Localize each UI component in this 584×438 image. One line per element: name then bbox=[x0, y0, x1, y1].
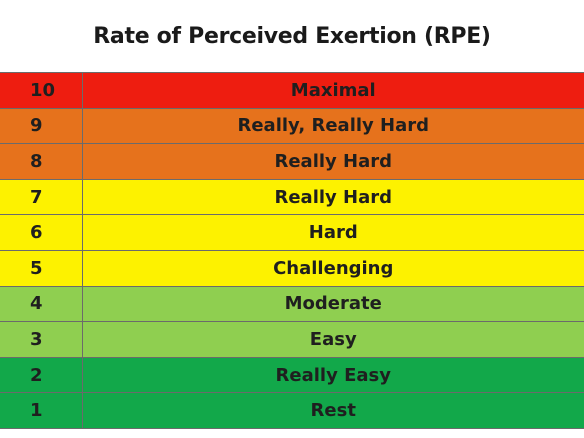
page-title: Rate of Perceived Exertion (RPE) bbox=[93, 23, 491, 49]
rpe-level: 7 bbox=[0, 178, 83, 216]
rpe-label: Really Easy bbox=[81, 356, 584, 394]
table-row: 5 Challenging bbox=[0, 249, 584, 287]
rpe-label: Easy bbox=[81, 321, 584, 358]
table-row: 8 Really Hard bbox=[0, 143, 584, 180]
rpe-level: 9 bbox=[0, 107, 83, 145]
rpe-level: 6 bbox=[0, 214, 83, 251]
rpe-level: 5 bbox=[0, 249, 83, 287]
rpe-level: 4 bbox=[0, 285, 83, 323]
table-row: 2 Really Easy bbox=[0, 356, 584, 394]
rpe-label: Rest bbox=[81, 392, 584, 429]
table-row: 10 Maximal bbox=[0, 72, 584, 109]
rpe-level: 10 bbox=[0, 72, 83, 109]
rpe-label: Really Hard bbox=[81, 178, 584, 216]
rpe-level: 2 bbox=[0, 356, 83, 394]
rpe-label: Moderate bbox=[81, 285, 584, 323]
rpe-label: Challenging bbox=[81, 249, 584, 287]
table-row: 3 Easy bbox=[0, 321, 584, 358]
rpe-label: Really Hard bbox=[81, 143, 584, 180]
table-row: 6 Hard bbox=[0, 214, 584, 251]
rpe-level: 8 bbox=[0, 143, 83, 180]
table-row: 7 Really Hard bbox=[0, 178, 584, 216]
rpe-level: 3 bbox=[0, 321, 83, 358]
rpe-level: 1 bbox=[0, 392, 83, 429]
table-row: 4 Moderate bbox=[0, 285, 584, 323]
table-row: 9 Really, Really Hard bbox=[0, 107, 584, 145]
rpe-table: 10 Maximal 9 Really, Really Hard 8 Reall… bbox=[0, 72, 584, 429]
table-row: 1 Rest bbox=[0, 392, 584, 429]
rpe-label: Maximal bbox=[81, 72, 584, 109]
rpe-label: Hard bbox=[81, 214, 584, 251]
title-bar: Rate of Perceived Exertion (RPE) bbox=[0, 0, 584, 72]
rpe-label: Really, Really Hard bbox=[81, 107, 584, 145]
